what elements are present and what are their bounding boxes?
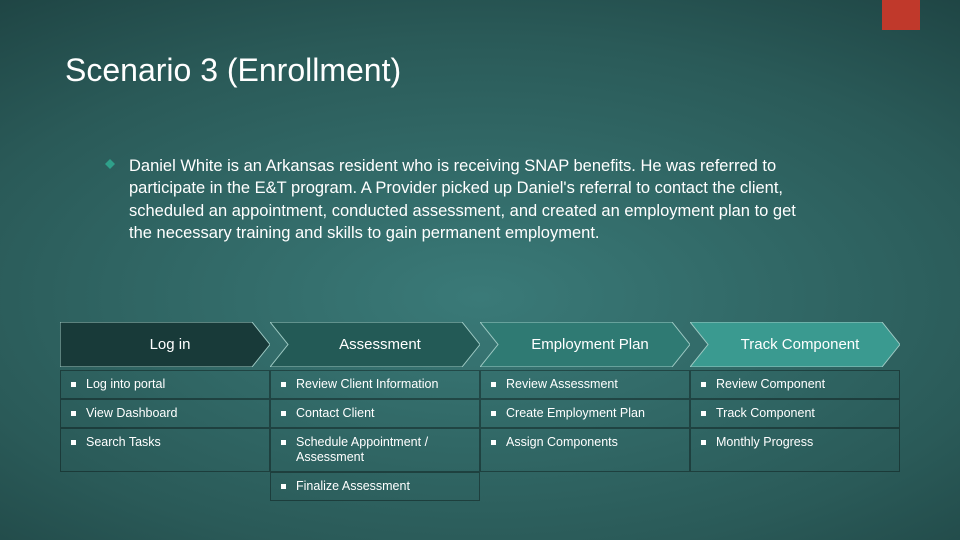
grid-cell-label: Search Tasks (86, 435, 161, 450)
grid-cell: View Dashboard (60, 399, 270, 428)
grid-cell: Review Assessment (480, 370, 690, 399)
description-text: Daniel White is an Arkansas resident who… (129, 155, 805, 244)
grid-cell: Create Employment Plan (480, 399, 690, 428)
grid-cell-label: Finalize Assessment (296, 479, 410, 494)
chevron-step: Log in (60, 322, 270, 367)
chevron-label: Assessment (329, 336, 421, 353)
square-bullet-icon (701, 382, 706, 387)
grid-cell: Contact Client (270, 399, 480, 428)
grid-cell-label: Review Component (716, 377, 825, 392)
grid-cell-label: Create Employment Plan (506, 406, 645, 421)
grid-cell (480, 472, 690, 501)
square-bullet-icon (71, 411, 76, 416)
square-bullet-icon (71, 440, 76, 445)
chevron-step: Assessment (270, 322, 480, 367)
grid-cell: Finalize Assessment (270, 472, 480, 501)
grid-cell-label: Assign Components (506, 435, 618, 450)
chevron-label: Employment Plan (521, 336, 649, 353)
grid-cell (60, 472, 270, 501)
grid-cell: Track Component (690, 399, 900, 428)
square-bullet-icon (281, 484, 286, 489)
grid-cell: Search Tasks (60, 428, 270, 472)
chevron-step: Track Component (690, 322, 900, 367)
square-bullet-icon (701, 411, 706, 416)
grid-cell: Review Client Information (270, 370, 480, 399)
grid-cell-label: Review Client Information (296, 377, 438, 392)
grid-cell-label: Contact Client (296, 406, 375, 421)
process-chevrons: Log in Assessment Employment Plan Track … (60, 322, 900, 367)
grid-cell-label: Log into portal (86, 377, 165, 392)
grid-cell-label: Review Assessment (506, 377, 618, 392)
grid-cell-label: Track Component (716, 406, 815, 421)
grid-cell-label: View Dashboard (86, 406, 178, 421)
grid-cell: Log into portal (60, 370, 270, 399)
chevron-label: Log in (140, 336, 191, 353)
square-bullet-icon (281, 411, 286, 416)
square-bullet-icon (71, 382, 76, 387)
steps-grid: Log into portal Review Client Information… (60, 370, 900, 501)
chevron-step: Employment Plan (480, 322, 690, 367)
description-block: Daniel White is an Arkansas resident who… (105, 155, 805, 244)
slide-title: Scenario 3 (Enrollment) (65, 52, 401, 89)
square-bullet-icon (701, 440, 706, 445)
grid-cell: Assign Components (480, 428, 690, 472)
square-bullet-icon (281, 440, 286, 445)
grid-cell (690, 472, 900, 501)
grid-cell: Monthly Progress (690, 428, 900, 472)
grid-cell: Review Component (690, 370, 900, 399)
grid-cell: Schedule Appointment / Assessment (270, 428, 480, 472)
square-bullet-icon (491, 440, 496, 445)
square-bullet-icon (491, 382, 496, 387)
square-bullet-icon (281, 382, 286, 387)
square-bullet-icon (491, 411, 496, 416)
accent-bar (882, 0, 920, 30)
chevron-label: Track Component (731, 336, 860, 353)
grid-cell-label: Monthly Progress (716, 435, 813, 450)
diamond-bullet-icon (105, 159, 115, 169)
grid-cell-label: Schedule Appointment / Assessment (296, 435, 471, 465)
